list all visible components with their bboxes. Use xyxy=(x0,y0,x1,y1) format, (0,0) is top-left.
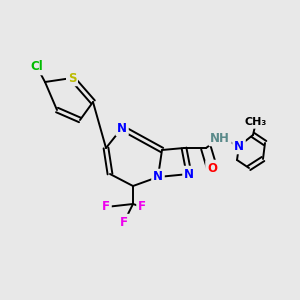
Text: N: N xyxy=(234,140,244,152)
Text: NH: NH xyxy=(210,131,230,145)
Text: CH₃: CH₃ xyxy=(245,117,267,127)
Text: F: F xyxy=(120,215,128,229)
Text: N: N xyxy=(153,170,163,184)
Text: F: F xyxy=(138,200,146,214)
Text: F: F xyxy=(102,200,110,214)
Text: S: S xyxy=(68,71,76,85)
Text: N: N xyxy=(184,167,194,181)
Text: O: O xyxy=(207,161,217,175)
Text: N: N xyxy=(117,122,127,134)
Text: Cl: Cl xyxy=(31,61,44,74)
